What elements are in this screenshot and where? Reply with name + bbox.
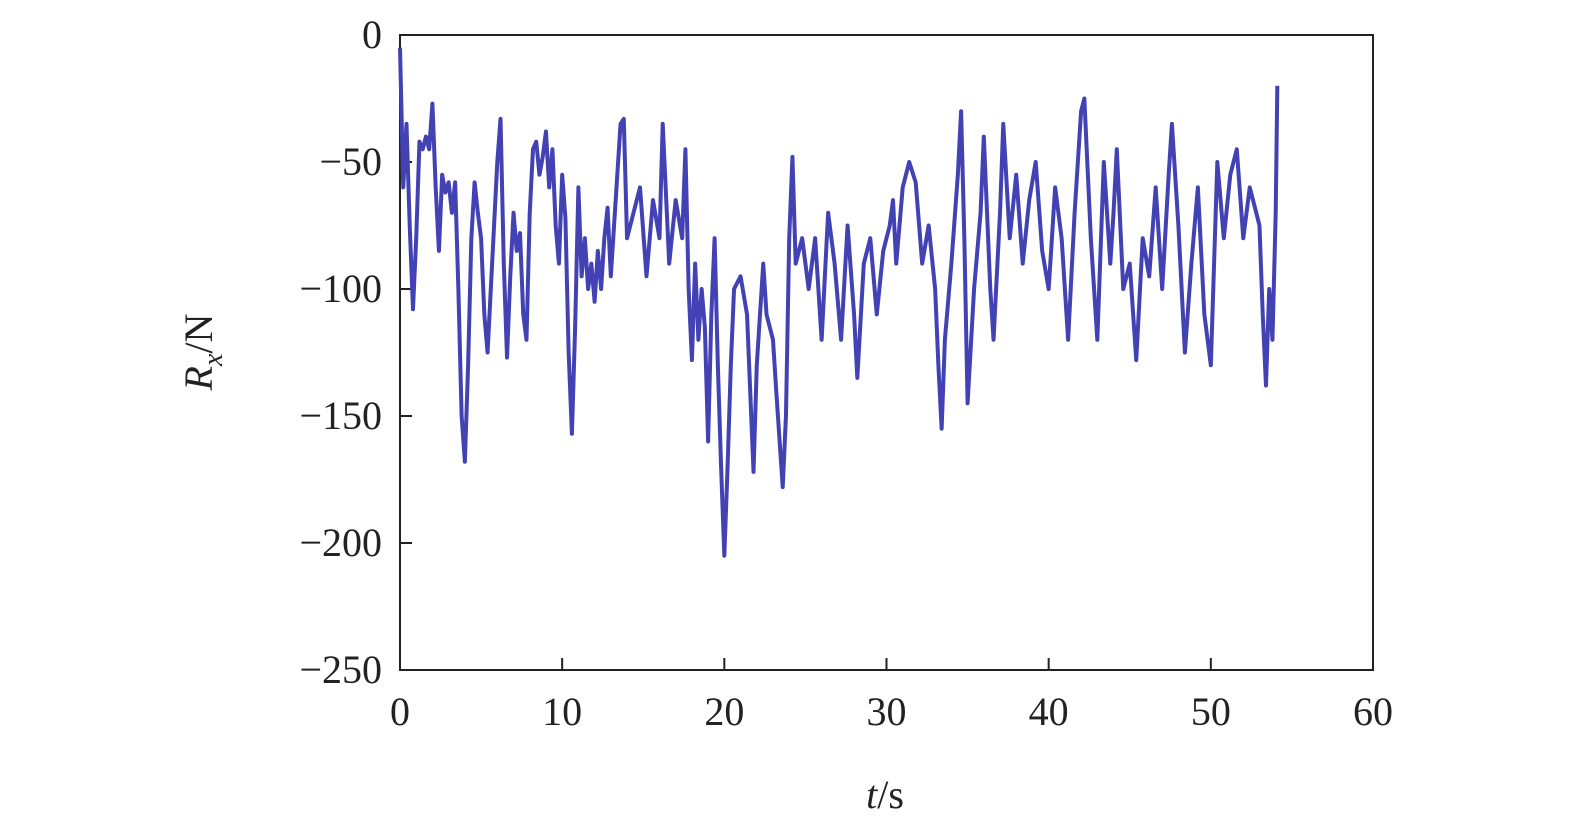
x-tick-label: 30	[867, 689, 907, 734]
y-label-unit: /N	[176, 314, 221, 354]
data-line	[398, 47, 1280, 558]
y-tick-label: −150	[299, 393, 382, 438]
y-tick-label: −200	[299, 520, 382, 565]
y-axis-label: Rx/N	[176, 314, 229, 392]
x-tick-label: 10	[542, 689, 582, 734]
x-tick-label: 20	[704, 689, 744, 734]
y-tick-label: −50	[319, 139, 382, 184]
x-tick-label: 50	[1191, 689, 1231, 734]
x-tick-label: 60	[1353, 689, 1393, 734]
x-label-unit: /s	[877, 772, 904, 817]
y-label-subscript: x	[198, 353, 229, 367]
y-tick-label: −250	[299, 647, 382, 692]
x-label-symbol: t	[866, 772, 878, 817]
x-axis-label: t/s	[866, 772, 904, 817]
y-tick-label: 0	[362, 12, 382, 57]
y-tick-label: −100	[299, 266, 382, 311]
y-label-symbol: R	[176, 366, 221, 391]
x-tick-label: 0	[390, 689, 410, 734]
x-tick-label: 40	[1029, 689, 1069, 734]
